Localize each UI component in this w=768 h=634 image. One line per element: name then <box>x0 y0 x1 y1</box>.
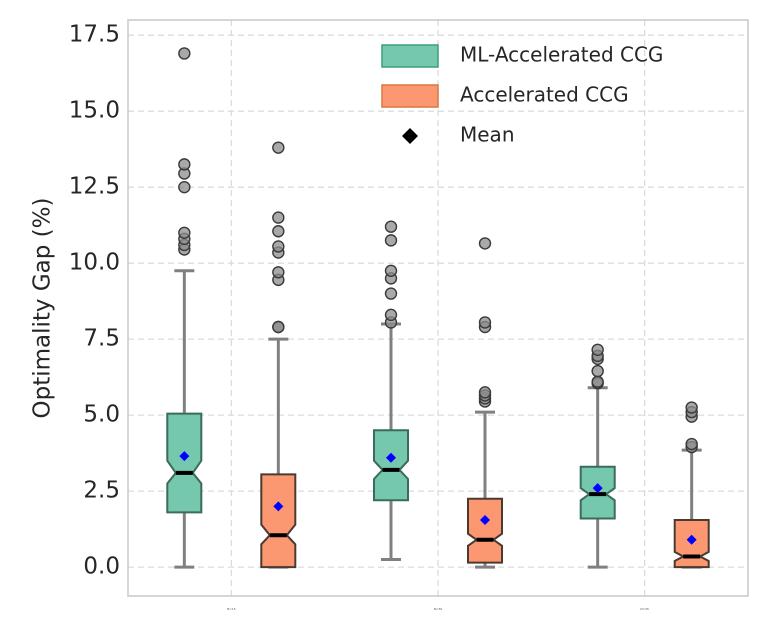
outlier-point <box>384 264 398 277</box>
legend-mean-marker <box>402 128 418 144</box>
box-body <box>467 497 503 564</box>
outlier-point <box>272 266 285 279</box>
outlier-point <box>272 320 285 334</box>
outlier-point <box>272 240 285 253</box>
legend-swatch <box>381 44 439 68</box>
box-body <box>260 473 297 569</box>
legend-label: ML-Accelerated CCG <box>460 43 663 67</box>
outlier-point <box>384 220 398 233</box>
y-axis-title: Optimality Gap (%) <box>30 198 56 419</box>
legend-label: Mean <box>460 123 515 147</box>
plot-frame <box>127 19 749 597</box>
x-category-label: N=15 <box>227 607 236 611</box>
box-body <box>166 412 203 514</box>
mean-marker <box>480 515 490 526</box>
box-ml-accelerated-0 <box>166 47 203 569</box>
legend: ML-Accelerated CCG Accelerated CCG Mean <box>381 43 663 147</box>
outlier-point <box>478 386 492 399</box>
outlier-point <box>178 226 191 239</box>
outlier-point <box>591 375 604 388</box>
box-accelerated-0 <box>260 141 297 569</box>
outlier-point <box>384 287 398 300</box>
y-tick-label: 15.0 <box>69 98 120 124</box>
x-category-label: N=30 <box>434 607 443 611</box>
mean-marker <box>273 501 284 512</box>
outlier-point <box>685 401 698 414</box>
outlier-point <box>272 211 285 224</box>
legend-swatch <box>381 84 439 108</box>
outlier-point <box>272 141 285 154</box>
y-tick-label: 7.5 <box>83 326 120 352</box>
box-ml-accelerated-2 <box>579 343 616 569</box>
box-body <box>373 429 409 502</box>
mean-marker <box>386 452 396 463</box>
outlier-point <box>178 158 191 171</box>
x-axis-categories: N=15 N=30 N=45 <box>227 607 649 611</box>
outlier-point <box>591 364 604 378</box>
outlier-point <box>384 234 398 247</box>
outlier-point <box>478 316 492 329</box>
outlier-point <box>384 308 398 322</box>
y-tick-label: 17.5 <box>69 22 120 48</box>
outlier-point <box>685 437 698 451</box>
box-accelerated-1 <box>467 237 503 569</box>
grid-lines <box>128 20 748 596</box>
outlier-point <box>591 343 604 356</box>
mean-marker <box>179 451 190 462</box>
y-tick-label: 12.5 <box>69 174 120 200</box>
y-axis-ticks: 0.0 2.5 5.0 7.5 10.0 12.5 15.0 17.5 <box>69 22 120 580</box>
mean-marker <box>686 534 697 545</box>
box-accelerated-2 <box>673 401 710 569</box>
outlier-point <box>478 237 492 250</box>
mean-marker <box>592 483 603 494</box>
box-groups <box>166 47 710 569</box>
outlier-point <box>272 225 285 238</box>
y-tick-label: 10.0 <box>69 250 120 276</box>
x-category-label: N=45 <box>640 607 649 611</box>
y-tick-label: 2.5 <box>83 478 120 504</box>
y-tick-label: 0.0 <box>83 554 120 580</box>
box-ml-accelerated-1 <box>373 220 409 562</box>
outlier-point <box>178 47 191 60</box>
legend-label: Accelerated CCG <box>460 83 629 107</box>
outlier-point <box>178 180 191 194</box>
y-tick-label: 5.0 <box>83 402 120 428</box>
